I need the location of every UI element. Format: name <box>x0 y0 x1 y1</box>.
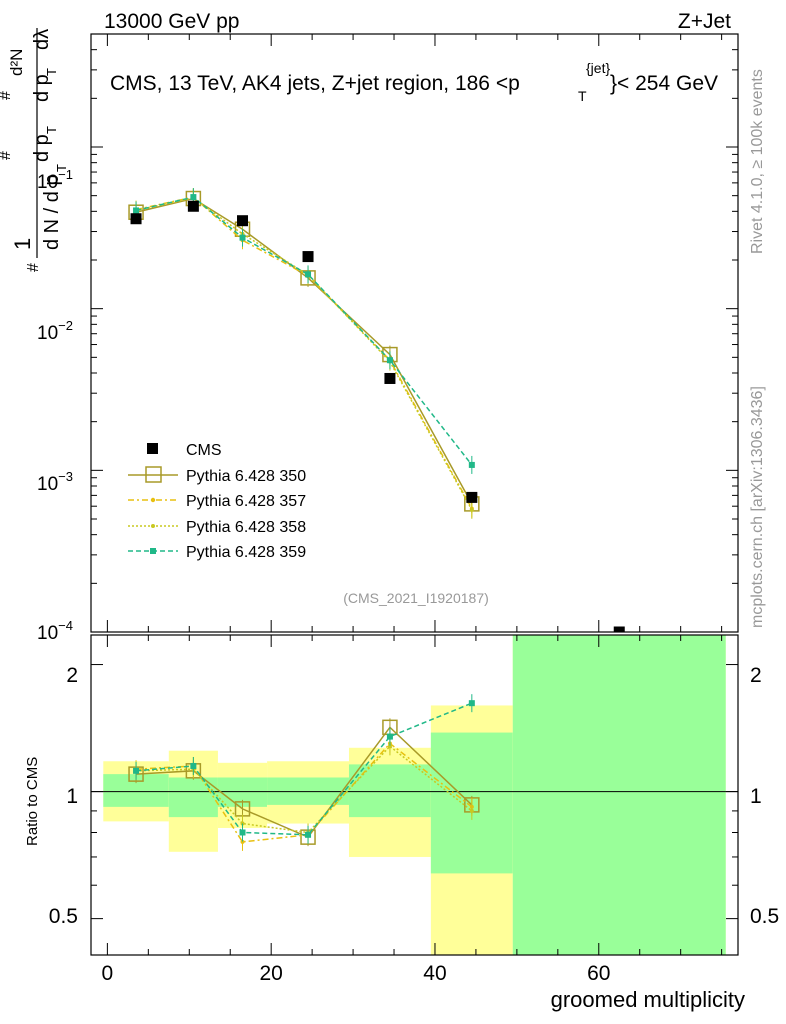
ratio-series-line-0 <box>136 726 473 839</box>
main-series-layer <box>128 188 625 632</box>
ratio-series-line-1 <box>136 742 473 843</box>
axis-ticks <box>91 33 738 955</box>
process-label: Z+Jet <box>678 10 731 33</box>
ytick-1e-1: 10−1 <box>37 167 73 193</box>
main-series-line-3 <box>135 196 473 466</box>
ratio-series-point-3-2 <box>239 829 246 836</box>
xtick-60: 60 <box>587 962 610 985</box>
plot-title-sub: T <box>578 88 587 104</box>
rivet-version-note: Rivet 4.1.0, ≥ 100k events <box>749 69 766 254</box>
x-axis-label: groomed multiplicity <box>551 987 745 1012</box>
rtick-2-right: 2 <box>750 664 762 687</box>
legend-358-label: Pythia 6.428 358 <box>186 519 306 536</box>
ytick-1e-4: 10−4 <box>37 618 73 644</box>
plot-title: CMS, 13 TeV, AK4 jets, Z+jet region, 186… <box>110 72 520 95</box>
ytick-1e-3: 10−3 <box>37 469 73 495</box>
data-point-5 <box>466 491 478 503</box>
ratio-uncertainty-bands <box>103 635 726 955</box>
legend-350-marker <box>145 466 162 483</box>
main-series-point-3-3 <box>305 271 312 278</box>
main-series-point-2-5 <box>469 507 474 512</box>
ratio-series-point-3-4 <box>386 733 393 740</box>
legend-350-label: Pythia 6.428 350 <box>186 468 306 485</box>
data-point-0 <box>130 213 142 225</box>
rtick-2-left: 2 <box>66 664 78 687</box>
data-point-1 <box>187 200 199 212</box>
legend-357-marker <box>150 497 156 503</box>
band-green-4 <box>348 764 431 818</box>
main-series-line-2 <box>135 196 473 511</box>
ratio-series-point-3-5 <box>468 700 475 707</box>
main-series-point-3-2 <box>239 234 246 241</box>
ylabel-dn-dpt: d N / d p <box>41 174 63 250</box>
data-point-2 <box>237 215 249 227</box>
main-plot-frame <box>90 33 739 633</box>
ylabel-dn-dpt-sub: T <box>54 164 69 172</box>
ylabel-hash1: # <box>25 263 42 272</box>
main-series-point-3-0 <box>133 207 140 214</box>
ylabel-one: 1 <box>10 238 35 250</box>
data-point-3 <box>302 251 314 263</box>
ratio-y-tick-labels: 2 1 0.5 2 1 0.5 <box>49 664 779 928</box>
rtick-1-right: 1 <box>750 785 762 808</box>
energy-label: 13000 GeV pp <box>104 10 239 33</box>
main-series-point-3-5 <box>468 461 475 468</box>
main-series-line-1 <box>135 196 473 509</box>
ratio-series-point-3-0 <box>133 767 140 774</box>
plot-title-sup: {jet} <box>586 60 610 76</box>
ratio-series-point-2-4 <box>387 744 392 749</box>
ytick-1e-2: 10−2 <box>37 318 73 344</box>
ratio-plot-frame <box>90 634 739 956</box>
rtick-05-left: 0.5 <box>49 905 78 928</box>
ratio-series-point-3-3 <box>305 831 312 838</box>
main-y-axis-label: # 1 d N / d p T # d p T d²N # d p T dλ <box>0 28 69 272</box>
plot-title-main: CMS, 13 TeV, AK4 jets, Z+jet region, 186… <box>110 72 520 95</box>
rtick-1-left: 1 <box>66 785 78 808</box>
main-y-tick-labels: 10−1 10−2 10−3 10−4 <box>37 167 73 644</box>
ylabel-d2n: d²N <box>7 49 26 76</box>
data-point-4 <box>384 372 396 384</box>
xtick-0: 0 <box>102 962 114 985</box>
ylabel-dpt2-sub: T <box>44 68 59 76</box>
ratio-series-point-3-1 <box>190 762 197 769</box>
legend-cms-marker <box>147 443 158 454</box>
main-series-point-3-4 <box>386 357 393 364</box>
data-point-6 <box>613 626 625 632</box>
band-green-6 <box>512 635 726 955</box>
plot-title-tail: }< 254 GeV <box>610 72 718 95</box>
ylabel-dlambda: dλ <box>31 29 53 50</box>
main-series-point-3-1 <box>190 194 197 201</box>
legend: CMS Pythia 6.428 350 Pythia 6.428 357 Py… <box>128 442 306 561</box>
legend-357-label: Pythia 6.428 357 <box>186 493 306 510</box>
legend-359-label: Pythia 6.428 359 <box>186 544 306 561</box>
xtick-20: 20 <box>259 962 282 985</box>
ratio-series-point-1-2 <box>240 839 245 844</box>
ratio-y-axis-label: Ratio to CMS <box>24 757 41 846</box>
ylabel-dpt: d p <box>31 134 53 162</box>
rtick-05-right: 0.5 <box>750 905 779 928</box>
ratio-series-line-2 <box>136 745 473 834</box>
legend-358-marker <box>151 524 155 528</box>
ratio-series-line-3 <box>135 702 473 836</box>
ylabel-hash3: # <box>0 91 14 100</box>
ylabel-dpt2: d p <box>31 74 53 102</box>
analysis-id: (CMS_2021_I1920187) <box>343 590 489 606</box>
ylabel-dpt-sub: T <box>44 126 59 134</box>
x-tick-labels: 0 20 40 60 <box>102 962 611 985</box>
ratio-series-layer <box>128 694 480 851</box>
ratio-series-point-2-5 <box>469 808 474 813</box>
ylabel-hash2: # <box>0 151 14 160</box>
legend-359-marker <box>150 548 156 554</box>
mcplots-source-note: mcplots.cern.ch [arXiv:1306.3436] <box>749 386 766 628</box>
legend-cms-label: CMS <box>186 442 222 459</box>
xtick-40: 40 <box>423 962 446 985</box>
